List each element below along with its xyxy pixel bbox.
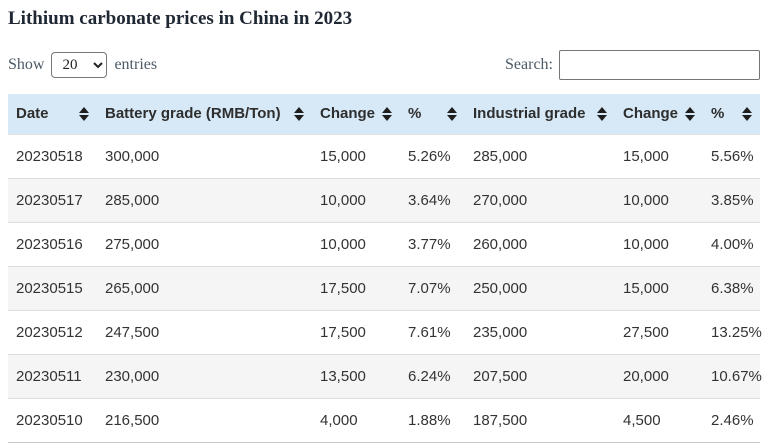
table-cell: 4.00% bbox=[703, 222, 760, 267]
table-cell: 20230510 bbox=[8, 398, 97, 443]
entries-select[interactable]: 20 bbox=[51, 52, 108, 78]
table-cell: 285,000 bbox=[465, 134, 615, 179]
table-cell: 3.64% bbox=[400, 178, 465, 223]
search-label: Search: bbox=[505, 56, 553, 73]
column-header-battery-change[interactable]: Change bbox=[312, 94, 400, 135]
sort-icon bbox=[382, 106, 392, 121]
table-cell: 15,000 bbox=[615, 134, 703, 179]
table-row: 20230516 275,000 10,000 3.77% 260,000 10,000 4… bbox=[8, 222, 760, 267]
table-cell: 7.61% bbox=[400, 310, 465, 355]
column-label: Industrial grade bbox=[473, 105, 586, 122]
table-cell: 10,000 bbox=[312, 222, 400, 267]
show-label: Show bbox=[8, 56, 45, 73]
column-label: % bbox=[408, 105, 422, 122]
table-cell: 20230515 bbox=[8, 266, 97, 311]
table-row: 20230518 300,000 15,000 5.26% 285,000 15,000 5… bbox=[8, 134, 760, 179]
table-cell: 10,000 bbox=[615, 222, 703, 267]
table-cell: 7.07% bbox=[400, 266, 465, 311]
table-cell: 235,000 bbox=[465, 310, 615, 355]
sort-icon bbox=[294, 106, 304, 121]
sort-icon bbox=[742, 106, 752, 121]
entries-label: entries bbox=[114, 56, 158, 73]
table-cell: 285,000 bbox=[97, 178, 312, 223]
table-cell: 4,000 bbox=[312, 398, 400, 443]
column-header-battery-grade[interactable]: Battery grade (RMB/Ton) bbox=[97, 94, 312, 135]
table-row: 20230515 265,000 17,500 7.07% 250,000 15,000 6… bbox=[8, 266, 760, 311]
sort-icon bbox=[597, 106, 607, 121]
table-cell: 6.38% bbox=[703, 266, 760, 311]
column-header-date[interactable]: Date bbox=[8, 94, 97, 135]
table-cell: 13.25% bbox=[703, 310, 762, 355]
table-cell: 20230518 bbox=[8, 134, 97, 179]
table-body: 20230518 300,000 15,000 5.26% 285,000 15,000 5… bbox=[8, 134, 762, 443]
column-header-industrial-change[interactable]: Change bbox=[615, 94, 703, 135]
search-input[interactable] bbox=[559, 50, 760, 80]
table-cell: 6.24% bbox=[400, 354, 465, 399]
table-cell: 15,000 bbox=[615, 266, 703, 311]
table-cell: 10,000 bbox=[615, 178, 703, 223]
table-cell: 3.85% bbox=[703, 178, 760, 223]
table-cell: 10.67% bbox=[703, 354, 762, 399]
table-cell: 187,500 bbox=[465, 398, 615, 443]
column-label: Date bbox=[16, 105, 49, 122]
table-cell: 20230516 bbox=[8, 222, 97, 267]
column-header-battery-pct[interactable]: % bbox=[400, 94, 465, 135]
page-title: Lithium carbonate prices in China in 202… bbox=[8, 8, 353, 29]
table-cell: 4,500 bbox=[615, 398, 703, 443]
table-controls: Show 20 entries Search: bbox=[8, 50, 760, 80]
table-row: 20230517 285,000 10,000 3.64% 270,000 10,000 3… bbox=[8, 178, 760, 223]
table-cell: 20230512 bbox=[8, 310, 97, 355]
table-cell: 270,000 bbox=[465, 178, 615, 223]
table-cell: 265,000 bbox=[97, 266, 312, 311]
sort-icon bbox=[447, 106, 457, 121]
table-cell: 13,500 bbox=[312, 354, 400, 399]
table-cell: 300,000 bbox=[97, 134, 312, 179]
column-label: % bbox=[711, 105, 725, 122]
table-cell: 260,000 bbox=[465, 222, 615, 267]
table-cell: 27,500 bbox=[615, 310, 703, 355]
table-cell: 2.46% bbox=[703, 398, 760, 443]
table-row: 20230512 247,500 17,500 7.61% 235,000 27,500 1… bbox=[8, 310, 762, 355]
table-cell: 207,500 bbox=[465, 354, 615, 399]
table-row: 20230510 216,500 4,000 1.88% 187,500 4,500 2.4… bbox=[8, 398, 760, 443]
table-cell: 216,500 bbox=[97, 398, 312, 443]
column-label: Battery grade (RMB/Ton) bbox=[105, 105, 281, 122]
table-cell: 1.88% bbox=[400, 398, 465, 443]
column-label: Change bbox=[623, 105, 679, 122]
column-label: Change bbox=[320, 105, 376, 122]
table-row: 20230511 230,000 13,500 6.24% 207,500 20,000 1… bbox=[8, 354, 762, 399]
page-length-control: Show 20 entries bbox=[8, 52, 157, 78]
table-cell: 275,000 bbox=[97, 222, 312, 267]
header-row: Date Battery grade (RMB/Ton) Change% Indust… bbox=[8, 94, 760, 135]
table-cell: 17,500 bbox=[312, 266, 400, 311]
table-cell: 20230511 bbox=[8, 354, 97, 399]
table-cell: 230,000 bbox=[97, 354, 312, 399]
table-cell: 3.77% bbox=[400, 222, 465, 267]
column-header-industrial-grade[interactable]: Industrial grade bbox=[465, 94, 615, 135]
prices-table: Date Battery grade (RMB/Ton) Change% Indust… bbox=[8, 94, 762, 443]
sort-icon bbox=[79, 106, 89, 121]
search-control: Search: bbox=[505, 50, 760, 80]
table-cell: 250,000 bbox=[465, 266, 615, 311]
table-cell: 5.56% bbox=[703, 134, 760, 179]
table-cell: 15,000 bbox=[312, 134, 400, 179]
table-cell: 247,500 bbox=[97, 310, 312, 355]
table-cell: 5.26% bbox=[400, 134, 465, 179]
sort-icon bbox=[685, 106, 695, 121]
column-header-industrial-pct[interactable]: % bbox=[703, 94, 760, 135]
table-cell: 20,000 bbox=[615, 354, 703, 399]
table-cell: 10,000 bbox=[312, 178, 400, 223]
table-cell: 20230517 bbox=[8, 178, 97, 223]
table-cell: 17,500 bbox=[312, 310, 400, 355]
